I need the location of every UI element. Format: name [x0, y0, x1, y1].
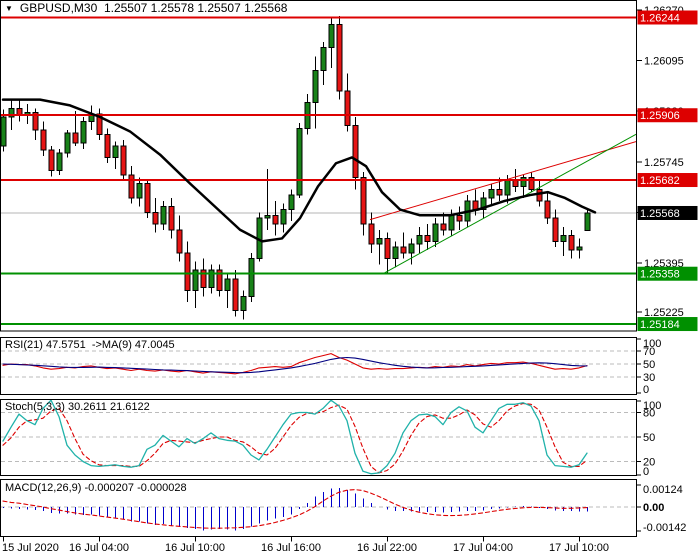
time-axis[interactable]: 15 Jul 2020 16 Jul 04:00 16 Jul 10:00 16 Ju…: [2, 536, 609, 555]
svg-text:0.00124: 0.00124: [643, 484, 683, 496]
symbol-dropdown-icon[interactable]: ▼: [5, 3, 13, 13]
svg-text:50: 50: [643, 432, 655, 444]
time-axis-label: 16 Jul 22:00: [357, 542, 417, 554]
macd-panel[interactable]: 0.00124 0.00 -0.00142: [1, 484, 686, 534]
chart-title-bar: ▼ GBPUSD,M30 1.25507 1.25578 1.25507 1.2…: [5, 1, 287, 15]
svg-text:50: 50: [643, 359, 655, 371]
svg-text:0.00: 0.00: [643, 502, 664, 514]
svg-text:20: 20: [643, 457, 655, 469]
time-axis-label: 17 Jul 10:00: [549, 542, 609, 554]
svg-text:0: 0: [643, 466, 649, 478]
time-axis-label: 17 Jul 04:00: [453, 542, 513, 554]
svg-text:1.25682: 1.25682: [640, 175, 680, 187]
svg-text:1.25906: 1.25906: [640, 110, 680, 122]
svg-text:80: 80: [643, 407, 655, 419]
time-axis-label: 15 Jul 2020: [2, 542, 59, 554]
macd-indicator-label: MACD(12,26,9) -0.000207 -0.000028: [5, 482, 187, 494]
svg-text:1.25568: 1.25568: [640, 208, 680, 220]
svg-text:1.26095: 1.26095: [644, 56, 684, 68]
price-axis[interactable]: 1.262701.260951.259201.257451.255701.253…: [637, 5, 698, 332]
svg-text:1.26244: 1.26244: [640, 13, 680, 25]
chart-title: GBPUSD,M30 1.25507 1.25578 1.25507 1.255…: [19, 1, 288, 15]
svg-text:70: 70: [643, 346, 655, 358]
main-price-chart[interactable]: [1, 15, 636, 326]
stoch-indicator-label: Stoch(5,3,3) 30.2611 21.6122: [5, 401, 150, 413]
time-axis-label: 16 Jul 04:00: [69, 542, 129, 554]
svg-text:0: 0: [643, 384, 649, 396]
time-axis-label: 16 Jul 10:00: [165, 542, 225, 554]
svg-text:1.25358: 1.25358: [640, 269, 680, 281]
svg-text:30: 30: [643, 372, 655, 384]
rsi-indicator-label: RSI(21) 47.5751 ->MA(9) 47.0045: [5, 339, 175, 351]
svg-text:-0.00142: -0.00142: [643, 522, 686, 534]
svg-text:1.25184: 1.25184: [640, 319, 680, 331]
svg-text:1.25745: 1.25745: [644, 157, 684, 169]
svg-text:1.25225: 1.25225: [644, 307, 684, 319]
svg-text:100: 100: [643, 400, 661, 412]
svg-text:100: 100: [643, 338, 661, 350]
time-axis-label: 16 Jul 16:00: [261, 542, 321, 554]
